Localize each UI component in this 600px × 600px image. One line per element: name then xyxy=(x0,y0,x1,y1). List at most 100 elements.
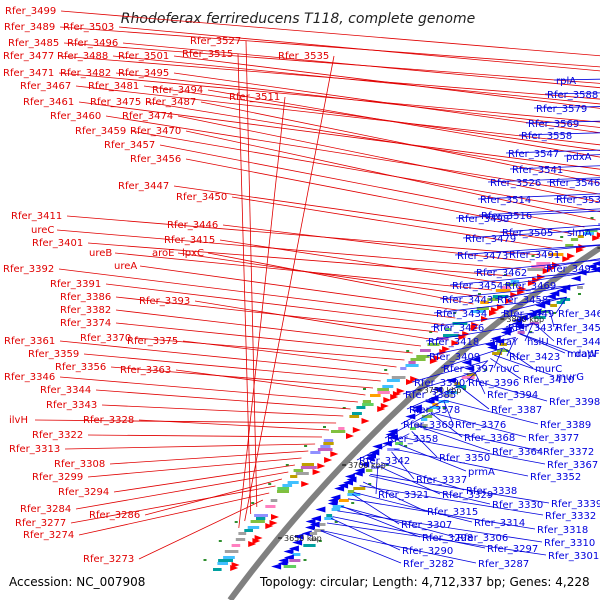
gene-label-rfer_3394[interactable]: Rfer_3394 xyxy=(487,390,538,401)
gene-label-rfer_3588[interactable]: Rfer_3588 xyxy=(547,90,598,101)
gene-label-ruvc[interactable]: ruvC xyxy=(496,364,519,375)
gene-label-rfer_3290[interactable]: Rfer_3290 xyxy=(402,546,453,557)
gene-label-rfer_3487[interactable]: Rfer_3487 xyxy=(145,97,196,108)
gene-label-rfer_3308[interactable]: Rfer_3308 xyxy=(54,459,105,470)
gene-label-rfer_3423[interactable]: Rfer_3423 xyxy=(509,352,560,363)
gene-label-rfer_3299[interactable]: Rfer_3299 xyxy=(32,472,83,483)
gene-label-rfer_3457[interactable]: Rfer_3457 xyxy=(104,140,155,151)
gene-label-rfer_3456[interactable]: Rfer_3456 xyxy=(130,154,181,165)
gene-label-rfer_3511[interactable]: Rfer_3511 xyxy=(229,92,280,103)
gene-label-rfer_3307[interactable]: Rfer_3307 xyxy=(401,520,452,531)
gene-label-rfer_3515[interactable]: Rfer_3515 xyxy=(182,49,233,60)
gene-label-rfer_3475[interactable]: Rfer_3475 xyxy=(90,97,141,108)
gene-label-rfer_3459[interactable]: Rfer_3459 xyxy=(75,126,126,137)
gene-label-rfer_3310[interactable]: Rfer_3310 xyxy=(544,538,595,549)
gene-label-rfer_3516[interactable]: Rfer_3516 xyxy=(481,211,532,222)
gene-label-pdxa[interactable]: pdxA xyxy=(566,152,592,163)
gene-label-rfer_3369[interactable]: Rfer_3369 xyxy=(403,420,454,431)
gene-label-rfer_3273[interactable]: Rfer_3273 xyxy=(83,554,134,565)
gene-label-prma[interactable]: prmA xyxy=(468,467,495,478)
gene-label-rfer_3503[interactable]: Rfer_3503 xyxy=(63,22,114,33)
gene-label-rfer_3287[interactable]: Rfer_3287 xyxy=(478,559,529,570)
gene-label-rfer_3352[interactable]: Rfer_3352 xyxy=(530,472,581,483)
gene-label-rfer_3370[interactable]: Rfer_3370 xyxy=(80,333,131,344)
gene-label-rfer_3477[interactable]: Rfer_3477 xyxy=(3,51,54,62)
gene-label-rfer_3374[interactable]: Rfer_3374 xyxy=(60,318,111,329)
gene-label-rfer_3385[interactable]: Rfer_3385 xyxy=(405,390,456,401)
gene-label-rfer_3361[interactable]: Rfer_3361 xyxy=(4,336,55,347)
gene-label-rfer_3531[interactable]: Rfer_3531 xyxy=(556,195,600,206)
gene-label-rfer_3396[interactable]: Rfer_3396 xyxy=(468,378,519,389)
gene-label-rfer_3321[interactable]: Rfer_3321 xyxy=(378,490,429,501)
gene-label-dapf[interactable]: dapF xyxy=(575,349,600,360)
gene-label-mray[interactable]: mraY xyxy=(492,337,519,348)
gene-label-rfer_3337[interactable]: Rfer_3337 xyxy=(416,475,467,486)
gene-label-rfer_3501[interactable]: Rfer_3501 xyxy=(118,51,169,62)
gene-label-rfer_3481[interactable]: Rfer_3481 xyxy=(88,81,139,92)
gene-label-rfer_3286[interactable]: Rfer_3286 xyxy=(89,510,140,521)
gene-label-rfer_3496[interactable]: Rfer_3496 xyxy=(67,38,118,49)
gene-label-rfer_3359[interactable]: Rfer_3359 xyxy=(28,349,79,360)
gene-label-rfer_3344[interactable]: Rfer_3344 xyxy=(40,385,91,396)
gene-label-murc[interactable]: murC xyxy=(535,364,562,375)
gene-label-rfer_3499[interactable]: Rfer_3499 xyxy=(5,6,56,17)
gene-label-rfer_3274[interactable]: Rfer_3274 xyxy=(23,530,74,541)
gene-label-rfer_3358[interactable]: Rfer_3358 xyxy=(387,434,438,445)
gene-label-rfer_3409[interactable]: Rfer_3409 xyxy=(429,352,480,363)
gene-label-rfer_3415[interactable]: Rfer_3415 xyxy=(164,235,215,246)
gene-label-rfer_3376[interactable]: Rfer_3376 xyxy=(455,420,506,431)
gene-label-rfer_3378[interactable]: Rfer_3378 xyxy=(409,405,460,416)
gene-label-rfer_3494[interactable]: Rfer_3494 xyxy=(152,85,203,96)
gene-label-rfer_3493[interactable]: Rfer_3493 xyxy=(546,264,597,275)
gene-label-rfer_3338[interactable]: Rfer_3338 xyxy=(466,486,517,497)
gene-label-rfer_3579[interactable]: Rfer_3579 xyxy=(536,104,587,115)
gene-label-rfer_3356[interactable]: Rfer_3356 xyxy=(55,362,106,373)
gene-label-rfer_3505[interactable]: Rfer_3505 xyxy=(502,228,553,239)
gene-label-rfer_3462[interactable]: Rfer_3462 xyxy=(476,268,527,279)
gene-label-rfer_3437[interactable]: Rfer_3437 xyxy=(508,323,559,334)
gene-label-rfer_3332[interactable]: Rfer_3332 xyxy=(545,511,596,522)
gene-label-rfer_3546[interactable]: Rfer_3546 xyxy=(549,178,600,189)
gene-label-rfer_3535[interactable]: Rfer_3535 xyxy=(278,51,329,62)
gene-label-rfer_3392[interactable]: Rfer_3392 xyxy=(3,264,54,275)
gene-label-ilvh[interactable]: ilvH xyxy=(9,415,28,426)
gene-label-rfer_3485[interactable]: Rfer_3485 xyxy=(8,38,59,49)
gene-label-rfer_3314[interactable]: Rfer_3314 xyxy=(474,518,525,529)
gene-label-rfer_3454[interactable]: Rfer_3454 xyxy=(452,281,503,292)
gene-label-rfer_3446[interactable]: Rfer_3446 xyxy=(167,220,218,231)
gene-label-rfer_3467[interactable]: Rfer_3467 xyxy=(20,81,71,92)
gene-label-rfer_3364[interactable]: Rfer_3364 xyxy=(492,447,543,458)
gene-label-rfer_3342[interactable]: Rfer_3342 xyxy=(359,456,410,467)
gene-label-rfer_3387[interactable]: Rfer_3387 xyxy=(491,405,542,416)
gene-label-urec[interactable]: ureC xyxy=(31,225,54,236)
gene-label-rfer_3397[interactable]: Rfer_3397 xyxy=(443,364,494,375)
gene-label-rfer_3410[interactable]: Rfer_3410 xyxy=(523,375,574,386)
gene-label-rfer_3458[interactable]: Rfer_3458 xyxy=(497,295,548,306)
gene-label-rfer_3471[interactable]: Rfer_3471 xyxy=(3,68,54,79)
gene-label-rfer_3461[interactable]: Rfer_3461 xyxy=(23,97,74,108)
gene-label-rfer_3372[interactable]: Rfer_3372 xyxy=(543,447,594,458)
gene-label-lpxc[interactable]: lpxC xyxy=(182,248,204,259)
gene-label-rfer_3277[interactable]: Rfer_3277 xyxy=(15,518,66,529)
gene-label-mraw[interactable]: mraW xyxy=(567,349,597,360)
gene-label-murg[interactable]: murG xyxy=(556,372,584,383)
gene-label-rfer_3443[interactable]: Rfer_3443 xyxy=(442,295,493,306)
gene-label-rfer_3558[interactable]: Rfer_3558 xyxy=(521,131,572,142)
gene-label-rfer_3377[interactable]: Rfer_3377 xyxy=(528,433,579,444)
gene-label-rfer_3491[interactable]: Rfer_3491 xyxy=(509,250,560,261)
gene-label-rfer_3418[interactable]: Rfer_3418 xyxy=(428,337,479,348)
gene-label-rfer_3495[interactable]: Rfer_3495 xyxy=(118,68,169,79)
gene-label-rfer_3463[interactable]: Rfer_3463 xyxy=(558,309,600,320)
gene-label-rfer_3386[interactable]: Rfer_3386 xyxy=(60,292,111,303)
gene-label-rfer_3445[interactable]: Rfer_3445 xyxy=(556,337,600,348)
gene-label-rfer_3527[interactable]: Rfer_3527 xyxy=(190,36,241,47)
gene-label-rfer_3479[interactable]: Rfer_3479 xyxy=(465,234,516,245)
gene-label-rfer_3328[interactable]: Rfer_3328 xyxy=(83,415,134,426)
gene-label-ureb[interactable]: ureB xyxy=(89,248,112,259)
gene-label-rfer_3322[interactable]: Rfer_3322 xyxy=(32,430,83,441)
gene-label-rfer_3460[interactable]: Rfer_3460 xyxy=(50,111,101,122)
gene-label-rfer_3339[interactable]: Rfer_3339 xyxy=(551,499,600,510)
gene-label-rfer_3315[interactable]: Rfer_3315 xyxy=(427,507,478,518)
gene-label-slma[interactable]: slmA xyxy=(567,228,592,239)
gene-label-aroe[interactable]: aroE xyxy=(152,248,174,259)
